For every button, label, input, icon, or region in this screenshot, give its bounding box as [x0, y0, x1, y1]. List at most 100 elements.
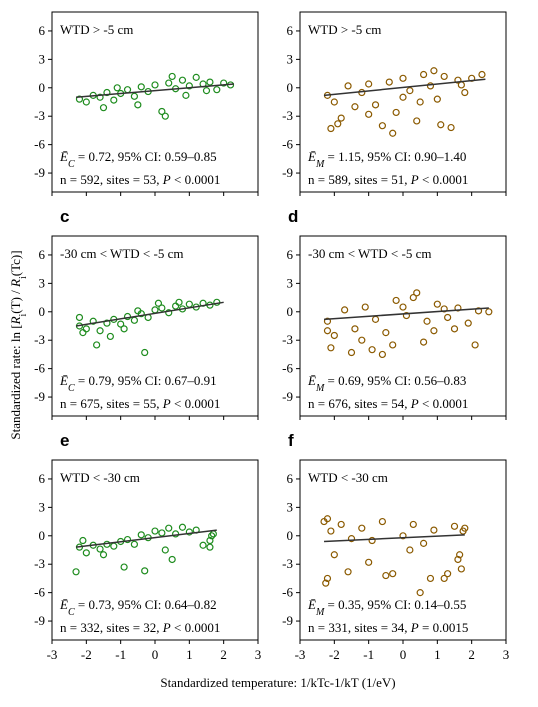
data-point: [334, 120, 342, 128]
data-point: [99, 104, 108, 112]
y-tick-label: 6: [287, 471, 294, 486]
plot-frame: [299, 459, 507, 641]
data-point: [134, 101, 142, 109]
data-point: [382, 571, 390, 580]
estimate-value: = 0.35, 95% CI: 0.14–0.55: [324, 597, 466, 612]
panel-label: f: [288, 431, 294, 450]
data-point: [165, 524, 173, 532]
data-point: [378, 350, 386, 359]
data-point: [413, 117, 421, 125]
data-point: [351, 103, 359, 111]
data-point: [392, 296, 400, 305]
y-tick-label: -6: [282, 137, 293, 152]
data-point: [440, 72, 448, 81]
fit-line: [323, 78, 486, 97]
data-point: [96, 93, 104, 101]
data-point: [206, 543, 214, 551]
data-point: [341, 306, 349, 314]
y-tick-label: 3: [39, 499, 46, 514]
data-point: [454, 304, 462, 312]
data-point: [337, 520, 345, 529]
panel: c 6 3 0 -3 -6 -9 -30 cm < WTD < -5 cm ĒC = 0.79,…: [34, 207, 259, 420]
p-symbol: P: [410, 620, 419, 635]
data-point: [322, 579, 330, 587]
data-point: [409, 520, 417, 529]
data-point: [192, 73, 200, 81]
wtd-label: WTD > -5 cm: [308, 22, 381, 37]
data-point: [206, 536, 214, 545]
panel: 6 3 0 -3 -6 -9 WTD > -5 cm ĒC = 0.72, 95% CI: 0…: [34, 11, 259, 196]
data-point: [430, 327, 438, 335]
data-point: [444, 313, 452, 322]
data-point: [208, 532, 216, 540]
fit-line: [75, 83, 235, 99]
y-tick-label: 3: [287, 499, 294, 514]
data-point: [202, 87, 211, 95]
wtd-label: WTD < -30 cm: [308, 470, 388, 485]
fit-line: [323, 534, 465, 543]
data-point: [323, 574, 332, 583]
data-point: [402, 311, 411, 320]
data-point: [96, 545, 104, 553]
data-point: [450, 522, 459, 530]
y-tick-label: 0: [287, 80, 294, 95]
data-point: [371, 315, 380, 323]
estimate-symbol: Ē: [59, 597, 68, 612]
data-point: [461, 524, 469, 532]
x-tick-label: 0: [400, 647, 407, 662]
y-tick-label: -9: [282, 613, 293, 628]
x-tick-label: -1: [115, 647, 126, 662]
data-point: [123, 86, 132, 94]
estimate-sub: M: [315, 383, 325, 394]
estimate-symbol: Ē: [59, 373, 68, 388]
y-tick-label: 0: [287, 528, 294, 543]
estimate-text: ĒC = 0.72, 95% CI: 0.59–0.85: [59, 149, 217, 170]
n-value: n = 676, sites = 54,: [308, 396, 411, 411]
data-point: [323, 317, 332, 325]
data-point: [399, 303, 407, 311]
data-point: [82, 325, 90, 333]
data-point: [454, 76, 462, 84]
data-point: [450, 325, 459, 333]
data-point: [457, 565, 465, 573]
data-point: [413, 289, 421, 297]
data-point: [344, 82, 352, 90]
data-point: [161, 546, 169, 554]
n-text: n = 332, sites = 32, P < 0.0001: [60, 620, 220, 635]
estimate-value: = 0.73, 95% CI: 0.64–0.82: [75, 597, 217, 612]
n-value: n = 675, sites = 55,: [60, 396, 163, 411]
data-point: [433, 300, 441, 308]
x-tick-label: -1: [363, 647, 374, 662]
y-tick-label: -6: [34, 361, 45, 376]
y-tick-label: 3: [287, 275, 294, 290]
data-point: [416, 98, 424, 106]
panel: 6 3 0 -3 -6 -9 WTD > -5 cm ĒM = 1.15, 95% CI: 0…: [282, 11, 507, 196]
plot-frame: [299, 235, 507, 417]
data-point: [430, 526, 438, 534]
data-point: [141, 348, 149, 357]
x-tick-label: 2: [468, 647, 475, 662]
data-point: [151, 81, 159, 89]
data-point: [82, 98, 90, 106]
estimate-sub: C: [68, 159, 75, 170]
p-value: < 0.0001: [171, 172, 221, 187]
x-tick-label: 1: [434, 647, 441, 662]
y-axis-title-part: (T) /: [8, 287, 23, 314]
n-text: n = 675, sites = 55, P < 0.0001: [60, 396, 220, 411]
y-tick-label: -6: [282, 585, 293, 600]
data-point: [103, 88, 111, 97]
data-point: [130, 92, 138, 100]
data-point: [185, 82, 193, 90]
data-point: [75, 313, 84, 322]
data-point: [175, 298, 183, 306]
data-point: [172, 302, 180, 310]
p-symbol: P: [410, 396, 419, 411]
data-point: [444, 570, 452, 578]
n-text: n = 592, sites = 53, P < 0.0001: [60, 172, 220, 187]
estimate-symbol: Ē: [307, 597, 316, 612]
y-tick-label: -3: [282, 108, 293, 123]
x-tick-label: 3: [503, 647, 510, 662]
data-point: [158, 107, 166, 116]
data-point: [330, 331, 338, 340]
data-point: [426, 574, 435, 583]
